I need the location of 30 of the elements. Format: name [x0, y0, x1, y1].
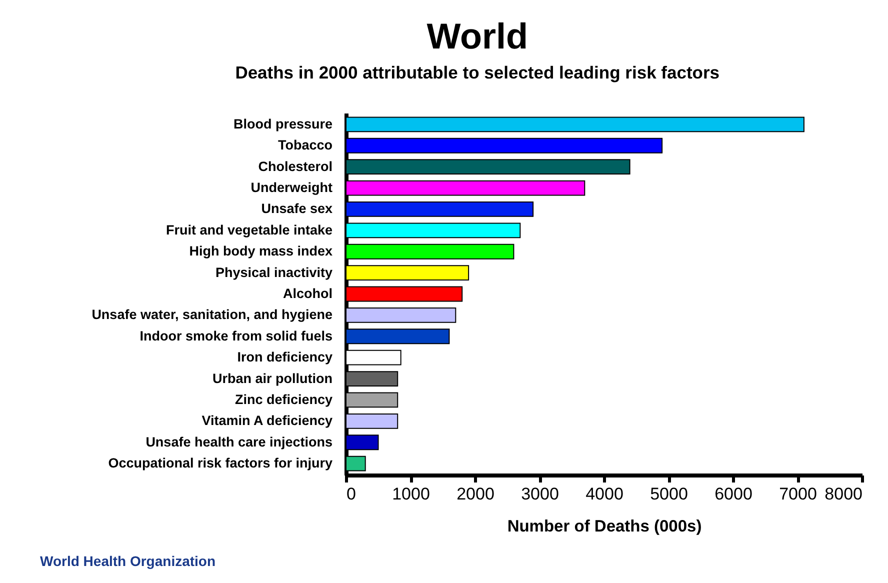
y-tick-label: Unsafe health care injections: [146, 434, 332, 450]
x-tick-label: 6000: [714, 484, 752, 504]
y-tick-label: Physical inactivity: [215, 264, 333, 280]
y-tick-label: Unsafe water, sanitation, and hygiene: [92, 307, 333, 322]
x-tick-label: 0: [346, 484, 356, 504]
text: World Health Organization: [40, 553, 216, 569]
y-tick-label: Unsafe sex: [261, 201, 333, 216]
y-tick-label: Indoor smoke from solid fuels: [140, 328, 332, 344]
y-tick-label: Vitamin A deficiency: [202, 413, 333, 428]
y-tick-label: High body mass index: [189, 244, 333, 259]
y-tick-label: Cholesterol: [258, 158, 332, 174]
y-tick-label: Fruit and vegetable intake: [166, 222, 333, 238]
y-tick-label: Urban air pollution: [212, 370, 332, 386]
y-tick-label: Zinc deficiency: [234, 392, 333, 407]
y-tick-label: Blood pressure: [233, 116, 333, 132]
x-tick-label: 7000: [779, 484, 817, 504]
x-tick-label: 4000: [586, 484, 624, 504]
x-tick-label: 5000: [650, 484, 688, 504]
y-tick-label: Alcohol: [283, 286, 332, 301]
chart-title: World: [426, 16, 528, 56]
y-tick-label: Tobacco: [278, 138, 332, 153]
y-tick-label: Underweight: [250, 180, 333, 196]
y-tick-label: Occupational risk factors for injury: [108, 456, 333, 471]
x-tick-label: 2000: [456, 484, 494, 504]
y-tick-label: Iron deficiency: [237, 350, 333, 365]
chart-subtitle: Deaths in 2000 attributable to selected leading risk factors: [235, 62, 720, 82]
x-tick-label: 8000: [824, 484, 862, 504]
x-tick-label: 3000: [521, 484, 559, 504]
x-tick-label: 1000: [392, 484, 430, 504]
x-axis-title: Number of Deaths (000s): [507, 518, 702, 536]
